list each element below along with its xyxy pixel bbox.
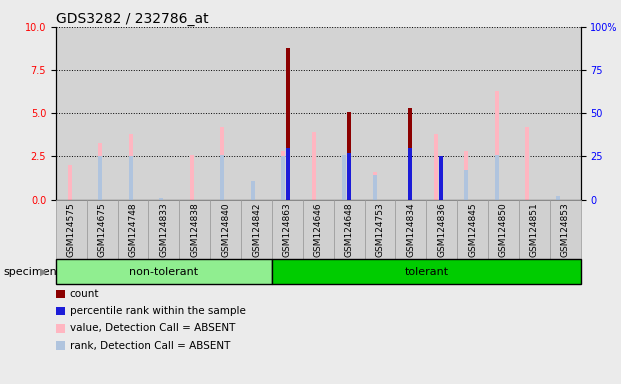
Bar [373, 175, 377, 200]
Bar [373, 172, 377, 200]
Bar [495, 91, 499, 200]
Text: GSM124748: GSM124748 [129, 202, 138, 257]
Bar [438, 157, 443, 200]
Text: GSM124836: GSM124836 [437, 202, 446, 257]
Text: GSM124845: GSM124845 [468, 202, 477, 257]
Text: GDS3282 / 232786_at: GDS3282 / 232786_at [56, 12, 209, 26]
Text: GSM124850: GSM124850 [499, 202, 508, 257]
Bar [525, 127, 529, 200]
Bar [98, 143, 102, 200]
Bar [342, 155, 347, 200]
Text: GSM124833: GSM124833 [160, 202, 168, 257]
Text: tolerant: tolerant [404, 266, 448, 277]
Bar [347, 113, 351, 200]
Bar [159, 198, 163, 200]
Bar [68, 165, 71, 200]
Bar [129, 134, 133, 200]
Text: GSM124838: GSM124838 [190, 202, 199, 257]
Text: GSM124863: GSM124863 [283, 202, 292, 257]
Bar [408, 148, 412, 200]
Bar [286, 148, 290, 200]
Bar [129, 157, 133, 200]
Bar [98, 157, 102, 200]
Bar [464, 151, 468, 200]
Bar [433, 134, 438, 200]
Bar [286, 48, 290, 200]
Bar [281, 151, 285, 200]
Text: GSM124851: GSM124851 [530, 202, 539, 257]
Bar [556, 196, 560, 200]
Text: count: count [70, 289, 99, 299]
Text: GSM124834: GSM124834 [406, 202, 415, 257]
Text: GSM124842: GSM124842 [252, 202, 261, 257]
Bar [464, 170, 468, 200]
Text: non-tolerant: non-tolerant [129, 266, 199, 277]
Text: rank, Detection Call = ABSENT: rank, Detection Call = ABSENT [70, 341, 230, 351]
Text: GSM124648: GSM124648 [345, 202, 353, 257]
Text: GSM124575: GSM124575 [67, 202, 76, 257]
Text: ▶: ▶ [40, 266, 48, 277]
Bar [251, 180, 255, 200]
Bar [347, 153, 351, 200]
Text: value, Detection Call = ABSENT: value, Detection Call = ABSENT [70, 323, 235, 333]
Bar [408, 108, 412, 200]
Text: GSM124853: GSM124853 [561, 202, 569, 257]
Bar [281, 157, 285, 200]
Text: GSM124675: GSM124675 [97, 202, 107, 257]
Text: GSM124753: GSM124753 [376, 202, 384, 257]
Bar [495, 155, 499, 200]
Text: GSM124646: GSM124646 [314, 202, 323, 257]
Bar [220, 155, 224, 200]
Bar [220, 127, 224, 200]
Text: percentile rank within the sample: percentile rank within the sample [70, 306, 245, 316]
Bar [312, 132, 315, 200]
Bar [189, 155, 194, 200]
Text: GSM124840: GSM124840 [221, 202, 230, 257]
Text: specimen: specimen [3, 266, 57, 277]
